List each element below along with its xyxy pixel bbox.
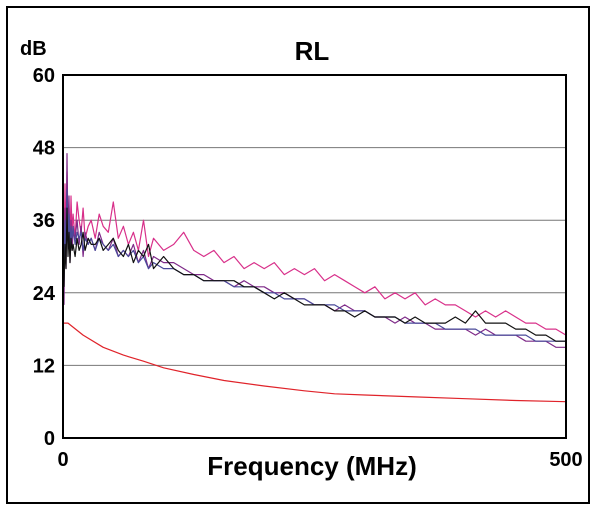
y-axis-label: dB <box>20 38 47 60</box>
y-tick-label: 60 <box>33 65 55 87</box>
series-line-4 <box>63 207 566 342</box>
y-tick-label: 36 <box>33 210 55 232</box>
chart-title: RL <box>295 36 330 66</box>
series-line-2 <box>63 153 566 348</box>
series-group <box>63 153 567 403</box>
y-tick-label: 0 <box>44 428 55 450</box>
series-line-5 <box>63 322 567 403</box>
chart-frame: dB RL 0 12 24 36 48 60 0 500 Frequency (MHz) <box>6 6 590 504</box>
x-axis-label: Frequency (MHz) <box>207 451 416 481</box>
grid-lines <box>63 147 566 366</box>
series-line-1 <box>63 171 567 336</box>
y-tick-label: 12 <box>33 355 55 377</box>
series-line-3 <box>63 189 566 342</box>
y-tick-label: 24 <box>33 283 56 305</box>
tick-labels: 0 12 24 36 48 60 0 500 <box>33 65 583 471</box>
plot-area-border <box>62 74 567 439</box>
x-tick-label: 0 <box>57 449 68 471</box>
rl-chart: dB RL 0 12 24 36 48 60 0 500 Frequency (MHz) <box>20 36 583 481</box>
x-tick-label: 500 <box>549 449 582 471</box>
y-tick-label: 48 <box>33 138 55 160</box>
